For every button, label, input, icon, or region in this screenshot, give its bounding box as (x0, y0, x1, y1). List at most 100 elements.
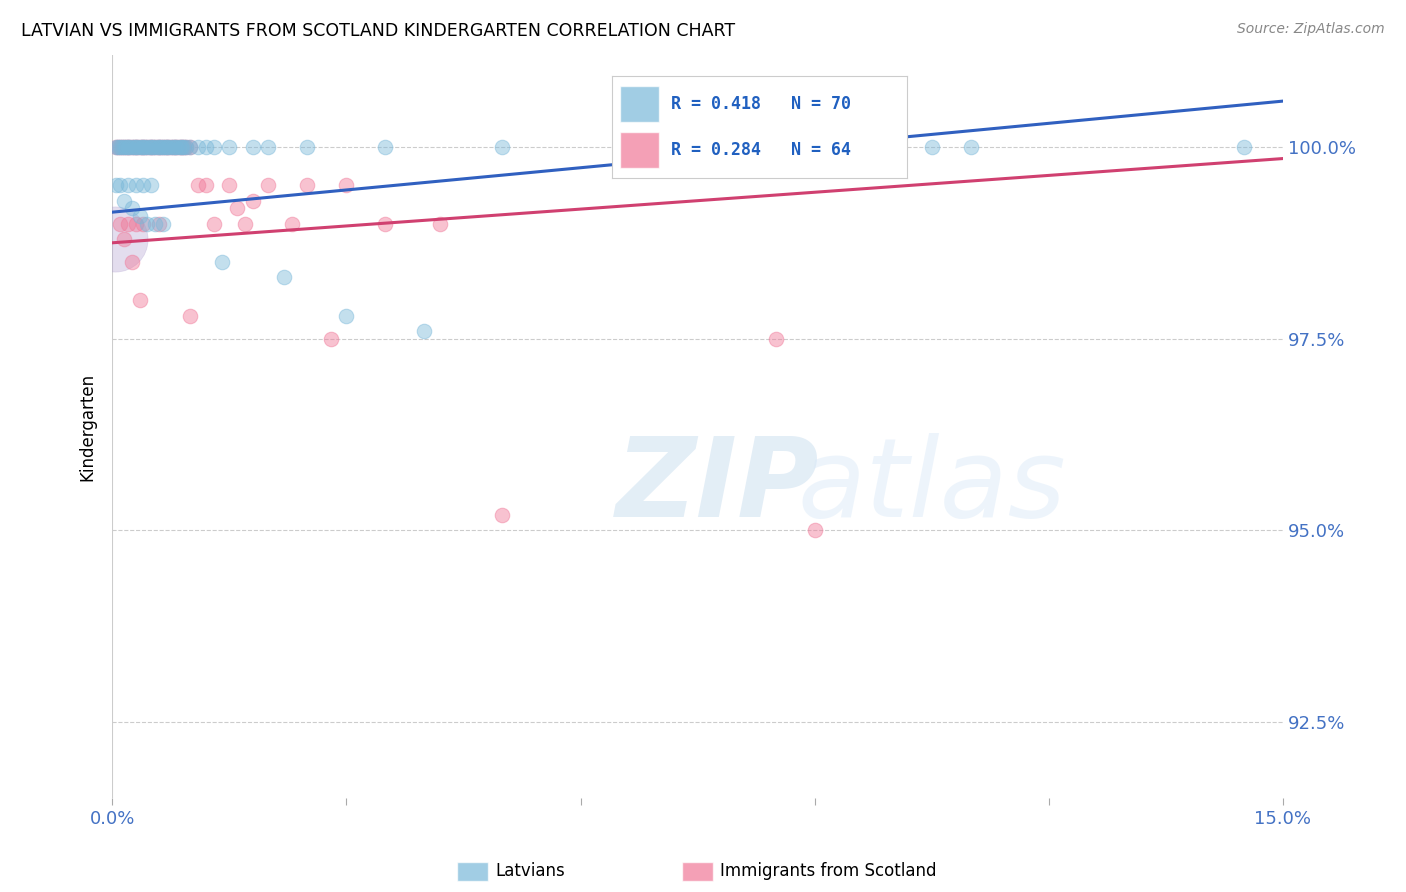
Point (112, 140, 135, 154)
Point (136, 140, 159, 154)
Point (921, 140, 943, 154)
Point (162, 140, 184, 154)
Point (121, 140, 143, 154)
Point (124, 140, 146, 154)
Point (112, 140, 135, 154)
Point (108, 140, 131, 154)
Point (156, 140, 179, 154)
Point (110, 140, 132, 154)
Point (319, 332, 342, 346)
Point (110, 140, 132, 154)
Point (491, 140, 513, 154)
Point (128, 293, 150, 308)
Point (122, 140, 145, 154)
Point (131, 140, 153, 154)
Point (128, 209, 150, 223)
Point (335, 309, 357, 323)
Point (146, 140, 169, 154)
Point (179, 140, 201, 154)
Point (107, 140, 129, 154)
Point (162, 140, 184, 154)
Point (157, 140, 180, 154)
Point (218, 140, 240, 154)
Point (152, 140, 174, 154)
Point (202, 217, 225, 231)
Point (170, 140, 193, 154)
Point (413, 324, 436, 338)
Point (167, 140, 190, 154)
Point (647, 140, 669, 154)
Text: LATVIAN VS IMMIGRANTS FROM SCOTLAND KINDERGARTEN CORRELATION CHART: LATVIAN VS IMMIGRANTS FROM SCOTLAND KIND… (21, 22, 735, 40)
Point (257, 178, 280, 193)
Point (124, 217, 146, 231)
Point (118, 140, 141, 154)
Point (172, 140, 194, 154)
Point (127, 140, 149, 154)
Point (127, 140, 149, 154)
Point (108, 140, 131, 154)
Text: Immigrants from Scotland: Immigrants from Scotland (720, 863, 936, 880)
Point (134, 140, 156, 154)
Bar (620, 132, 659, 168)
Point (297, 178, 319, 193)
Point (374, 140, 396, 154)
Point (107, 140, 129, 154)
Point (108, 217, 131, 231)
Point (803, 140, 825, 154)
Point (959, 140, 981, 154)
Point (132, 178, 155, 193)
Point (167, 140, 190, 154)
Bar (620, 87, 659, 122)
Point (121, 255, 143, 269)
Point (179, 309, 201, 323)
Point (117, 140, 139, 154)
Point (141, 178, 163, 193)
Point (141, 140, 163, 154)
Point (173, 140, 195, 154)
Point (112, 232, 135, 246)
Point (117, 178, 139, 193)
Point (103, 232, 125, 246)
Point (281, 217, 304, 231)
Point (128, 140, 150, 154)
Point (202, 140, 225, 154)
Point (155, 140, 177, 154)
Point (172, 140, 194, 154)
Point (131, 140, 153, 154)
Point (165, 140, 187, 154)
Point (118, 140, 141, 154)
Point (117, 140, 139, 154)
Point (163, 140, 186, 154)
Point (157, 140, 180, 154)
Point (138, 140, 160, 154)
Point (121, 140, 143, 154)
Point (142, 140, 165, 154)
Text: atlas: atlas (797, 433, 1066, 540)
Point (765, 332, 787, 346)
Point (173, 140, 195, 154)
Point (187, 140, 209, 154)
Point (156, 140, 179, 154)
Point (257, 140, 280, 154)
Point (136, 217, 159, 231)
Point (170, 140, 193, 154)
Point (146, 140, 169, 154)
Point (152, 140, 174, 154)
Point (242, 194, 264, 208)
Point (211, 255, 233, 269)
Point (132, 140, 155, 154)
Text: R = 0.418   N = 70: R = 0.418 N = 70 (671, 95, 851, 113)
Point (242, 140, 264, 154)
Point (134, 140, 156, 154)
Point (297, 140, 319, 154)
Point (112, 194, 135, 208)
Point (194, 178, 217, 193)
Text: Source: ZipAtlas.com: Source: ZipAtlas.com (1237, 22, 1385, 37)
Point (152, 217, 174, 231)
Point (159, 140, 181, 154)
Text: ZIP: ZIP (616, 433, 820, 540)
Point (176, 140, 198, 154)
Point (136, 140, 159, 154)
Point (491, 508, 513, 522)
Point (148, 140, 170, 154)
